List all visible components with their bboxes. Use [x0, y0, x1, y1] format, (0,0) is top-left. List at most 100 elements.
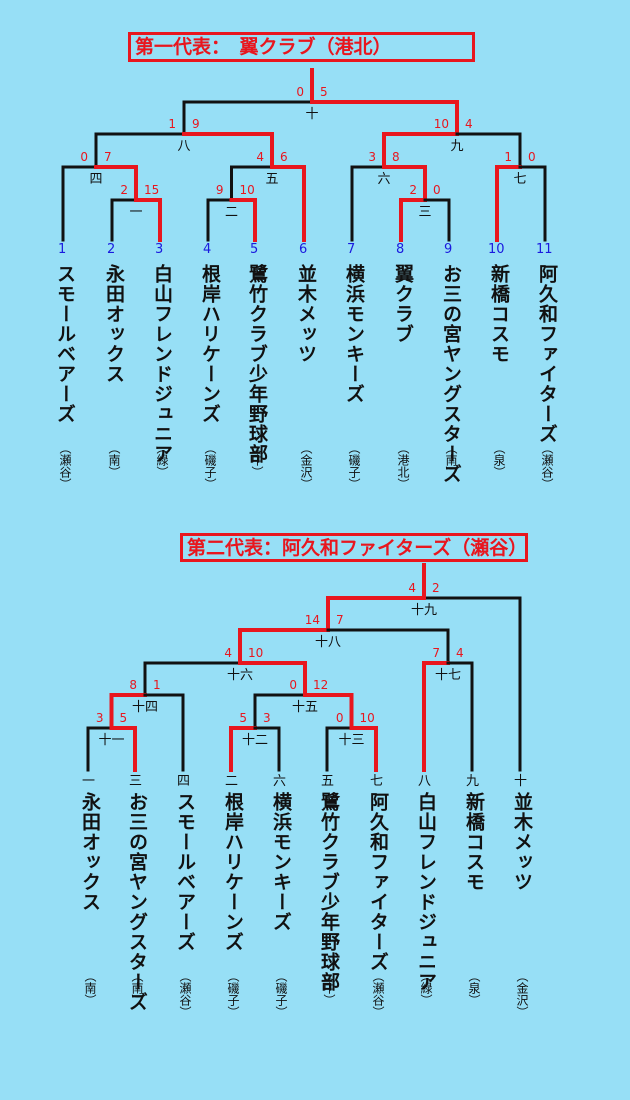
team-number: 6	[299, 242, 308, 257]
game-label: 十五	[292, 700, 318, 715]
team-name: 根岸ハリケーンズ	[199, 264, 221, 424]
team-name: 鷺竹クラブ少年野球部	[318, 792, 340, 992]
team-name: 永田オックス	[103, 264, 125, 384]
team-name: 新橋コスモ	[463, 792, 485, 892]
score-right: 7	[104, 150, 112, 164]
team-seed: 二	[225, 774, 239, 789]
score-left: 1	[504, 150, 512, 164]
score-left: 10	[434, 117, 449, 131]
score-left: 1	[168, 117, 176, 131]
team-area: （金沢）	[515, 970, 529, 1018]
game-label: 十九	[411, 603, 437, 618]
team-name: お三の宮ヤングスターズ	[440, 264, 462, 484]
team-area: （金沢）	[299, 442, 313, 490]
team-name: お三の宮ヤングスターズ	[126, 792, 148, 1012]
team-area: （磯子）	[226, 970, 240, 1018]
team-name: 白山フレンドジュニア	[415, 792, 437, 992]
game-label: 三	[418, 205, 431, 220]
score-left: 3	[368, 150, 376, 164]
score-left: 0	[289, 678, 297, 692]
score-right: 0	[433, 183, 441, 197]
team-number: 4	[203, 242, 212, 257]
team-area: （緑）	[419, 970, 433, 1006]
team-area: （磯子）	[274, 970, 288, 1018]
team-area: （南）	[130, 970, 144, 1006]
team-seed: 五	[321, 774, 335, 789]
game-label: 六	[377, 172, 390, 187]
game-label: 九	[450, 139, 463, 154]
team-area: （瀬谷）	[178, 970, 192, 1018]
score-left: 3	[96, 711, 104, 725]
score-right: 9	[192, 117, 200, 131]
game-label: 十八	[315, 635, 341, 650]
team-seed: 八	[418, 774, 432, 789]
score-right: 7	[336, 613, 344, 627]
bracket2-title: 第二代表：阿久和ファイターズ（瀬谷）	[180, 533, 528, 562]
score-right: 10	[360, 711, 375, 725]
team-seed: 九	[466, 774, 480, 789]
team-name: 横浜モンキーズ	[270, 792, 292, 932]
team-seed: 十	[514, 774, 528, 789]
team-area: （港北）	[396, 442, 410, 490]
game-label: 十一	[98, 733, 124, 748]
team-name: 並木メッツ	[295, 264, 317, 364]
team-area: （泉）	[467, 970, 481, 1006]
team-seed: 三	[129, 774, 143, 789]
game-label: 四	[89, 172, 102, 187]
score-left: 2	[409, 183, 417, 197]
team-name: 永田オックス	[79, 792, 101, 912]
score-left: 9	[216, 183, 224, 197]
score-right: 0	[528, 150, 536, 164]
score-left: 4	[408, 581, 416, 595]
game-label: 十四	[132, 700, 158, 715]
team-area: （磯子）	[203, 442, 217, 490]
score-right: 10	[240, 183, 255, 197]
team-number: 8	[396, 242, 405, 257]
team-number: 11	[536, 242, 553, 257]
team-name: 阿久和ファイターズ	[367, 792, 389, 972]
game-label: 一	[129, 205, 142, 220]
team-area: （中）	[250, 442, 264, 478]
score-left: 0	[80, 150, 88, 164]
team-area: （瀬谷）	[540, 442, 554, 490]
team-name: 根岸ハリケーンズ	[222, 792, 244, 952]
team-name: 翼クラブ	[392, 264, 414, 344]
score-right: 8	[392, 150, 400, 164]
game-label: 十二	[242, 733, 268, 748]
team-name: 白山フレンドジュニア	[151, 264, 173, 464]
game-label: 八	[177, 139, 190, 154]
team-number: 1	[58, 242, 67, 257]
team-name: 横浜モンキーズ	[343, 264, 365, 404]
team-seed: 四	[177, 774, 191, 789]
score-right: 10	[248, 646, 263, 660]
team-area: （南）	[83, 970, 97, 1006]
game-label: 五	[265, 172, 278, 187]
team-number: 3	[155, 242, 164, 257]
score-left: 14	[305, 613, 320, 627]
score-left: 2	[120, 183, 128, 197]
team-number: 7	[347, 242, 356, 257]
score-right: 15	[144, 183, 159, 197]
team-name: 鷺竹クラブ少年野球部	[246, 264, 268, 464]
game-label: 七	[513, 172, 526, 187]
team-area: （磯子）	[347, 442, 361, 490]
team-area: （南）	[107, 442, 121, 478]
team-number: 2	[107, 242, 116, 257]
team-name: 阿久和ファイターズ	[536, 264, 558, 444]
score-right: 2	[432, 581, 440, 595]
score-right: 6	[280, 150, 288, 164]
score-left: 4	[256, 150, 264, 164]
team-name: スモールベアーズ	[54, 264, 76, 424]
score-right: 3	[263, 711, 271, 725]
team-area: （南）	[444, 442, 458, 478]
game-label: 十三	[338, 733, 364, 748]
score-right: 4	[456, 646, 464, 660]
team-seed: 六	[273, 774, 287, 789]
team-seed: 七	[370, 774, 384, 789]
team-name: 並木メッツ	[511, 792, 533, 892]
score-left: 0	[336, 711, 344, 725]
bracket1-title: 第一代表： 翼クラブ（港北）	[128, 32, 475, 62]
score-left: 0	[296, 85, 304, 99]
team-area: （緑）	[155, 442, 169, 478]
